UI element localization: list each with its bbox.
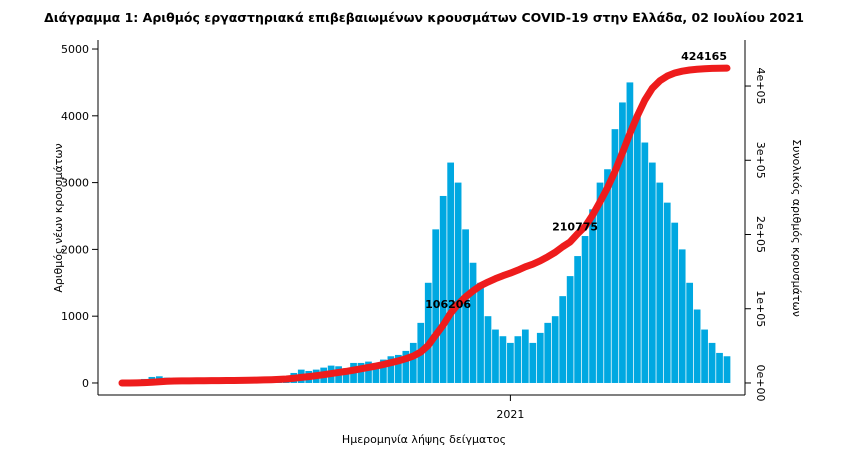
bar (723, 356, 731, 383)
bar (663, 202, 671, 383)
bar (566, 276, 574, 383)
bar (551, 316, 559, 383)
bar (372, 362, 380, 383)
bar (409, 342, 417, 383)
bar (447, 162, 455, 383)
bar (454, 182, 462, 383)
bar (544, 322, 552, 383)
bar (634, 115, 641, 383)
bar (507, 342, 514, 383)
line-label: 106206 (425, 298, 471, 311)
y2-tick-label: 1e+05 (754, 290, 767, 327)
bar (514, 336, 522, 383)
bar (708, 342, 716, 383)
y-tick-label: 4000 (61, 110, 89, 123)
bar (619, 102, 626, 383)
bar (432, 229, 440, 383)
bar (693, 309, 701, 383)
bar (365, 361, 372, 383)
cumulative-line (118, 64, 731, 387)
bar (536, 332, 544, 383)
bar (716, 352, 723, 383)
x-tick-label: 2021 (496, 408, 524, 421)
y-axis-label: Αριθμός νέων κρουσμάτων (52, 143, 65, 292)
bar (581, 236, 589, 383)
bar (611, 129, 619, 383)
line-label: 210775 (552, 221, 598, 234)
bar (439, 195, 447, 383)
bar (604, 169, 611, 383)
bar (402, 350, 410, 383)
bar (521, 329, 529, 383)
bar (596, 182, 604, 383)
chart-title: Διάγραμμα 1: Αριθμός εργαστηριακά επιβεβ… (44, 10, 804, 25)
y-tick-label: 1000 (61, 310, 89, 323)
bar (671, 222, 679, 383)
bar (342, 368, 350, 383)
y-tick-label: 2000 (61, 243, 89, 256)
bar (492, 329, 499, 383)
bar (641, 142, 649, 383)
bar (380, 359, 387, 383)
bar (574, 256, 581, 383)
bar (477, 282, 484, 383)
bar (469, 262, 477, 383)
bar (589, 209, 596, 383)
line-label: 424165 (681, 50, 727, 63)
y-tick-label: 0 (82, 377, 89, 390)
bar (686, 282, 694, 383)
bar (394, 354, 402, 383)
bar (559, 296, 567, 383)
y2-tick-label: 3e+05 (754, 142, 767, 179)
bar (678, 249, 686, 383)
bar (424, 282, 432, 383)
bar (357, 362, 365, 383)
bar (499, 336, 507, 383)
bar (648, 162, 656, 383)
y2-tick-label: 0e+00 (754, 364, 767, 401)
y2-tick-label: 4e+05 (754, 68, 767, 105)
y2-axis-label: Συνολικός αριθμός κρουσμάτων (790, 139, 803, 317)
x-axis-label: Ημερομηνία λήψης δείγματος (342, 433, 506, 446)
bar (701, 329, 708, 383)
bar (626, 82, 634, 383)
bar (484, 316, 492, 383)
bar (387, 356, 395, 383)
y-tick-label: 3000 (61, 177, 89, 190)
bar (462, 229, 469, 383)
y2-tick-label: 2e+05 (754, 216, 767, 253)
bar (656, 182, 664, 383)
bar (529, 342, 537, 383)
y-tick-label: 5000 (61, 43, 89, 56)
